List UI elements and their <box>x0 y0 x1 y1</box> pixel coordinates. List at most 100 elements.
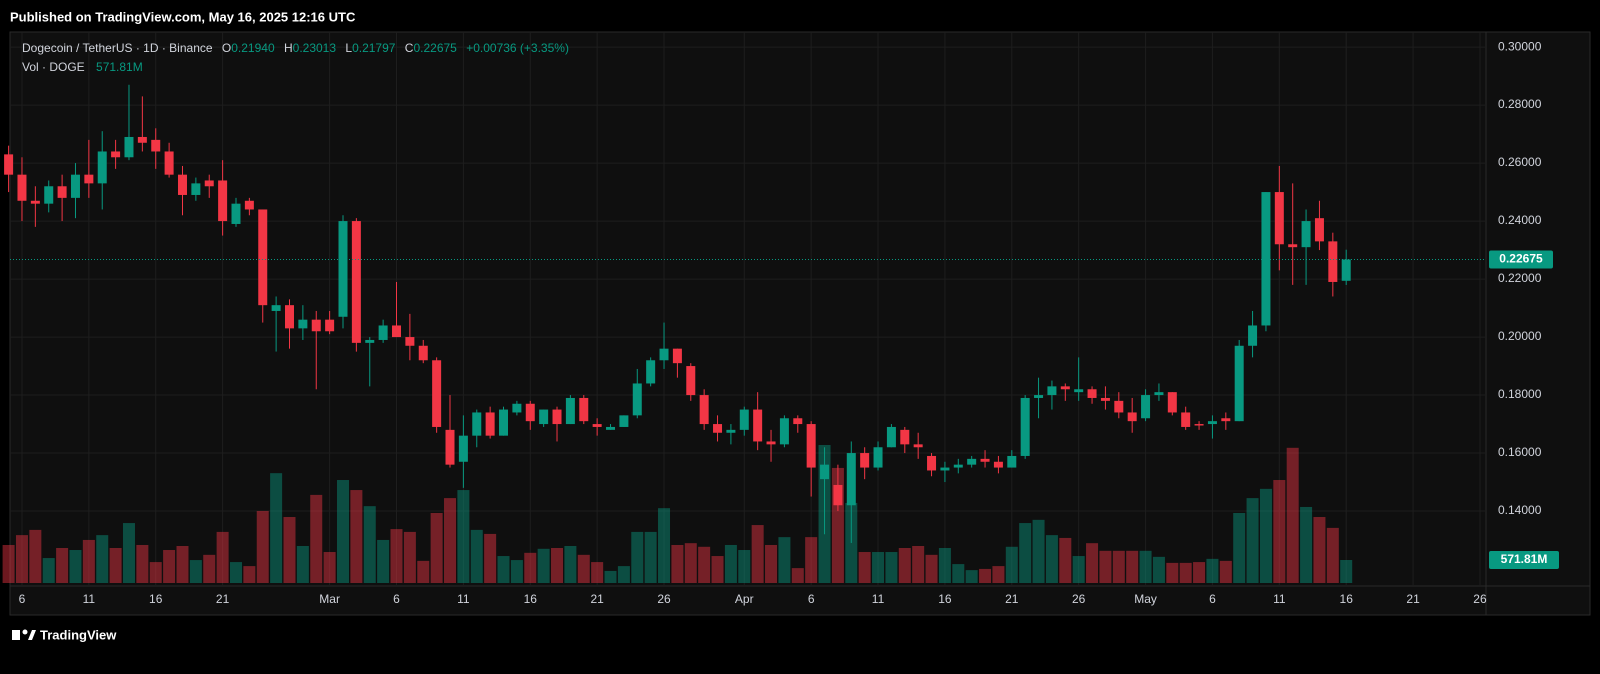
candle-body <box>57 186 67 198</box>
volume-bar <box>938 547 951 583</box>
candle-body <box>953 464 963 468</box>
volume-bar <box>470 529 483 583</box>
candle-body <box>726 429 736 433</box>
candle-body <box>1314 218 1324 242</box>
brand-name: TradingView <box>40 627 117 642</box>
candle-body <box>1100 397 1110 401</box>
y-tick-label: 0.26000 <box>1498 155 1542 169</box>
candle-body <box>472 412 482 436</box>
x-tick-label: 16 <box>938 592 952 606</box>
candle-body <box>686 366 696 396</box>
volume-bar <box>229 562 242 583</box>
candle-body <box>70 174 80 198</box>
y-tick-label: 0.18000 <box>1498 387 1542 401</box>
x-tick-label: Apr <box>735 592 754 606</box>
candle-body <box>1234 345 1244 422</box>
volume-bar <box>510 560 523 583</box>
x-tick-label: 6 <box>1209 592 1216 606</box>
candle-body <box>445 429 455 465</box>
candle-body <box>779 418 789 445</box>
candle-body <box>485 412 495 436</box>
volume-bar <box>1193 562 1206 583</box>
volume-bar <box>29 529 42 583</box>
volume-bar <box>952 564 965 583</box>
volume-bar <box>1019 523 1032 583</box>
low-value: 0.21797 <box>352 41 396 55</box>
volume-bar <box>805 537 818 583</box>
volume-bar <box>604 570 617 583</box>
volume-bar <box>885 552 898 583</box>
candle-body <box>1060 386 1070 390</box>
published-note: Published on TradingView.com, May 16, 20… <box>10 9 356 24</box>
candle-body <box>405 337 415 346</box>
candle-body <box>793 418 803 425</box>
x-tick-label: 11 <box>457 592 470 606</box>
volume-bar <box>1072 556 1085 583</box>
candle-body <box>284 305 294 329</box>
volume-bar <box>310 494 323 583</box>
candle-body <box>4 154 14 175</box>
volume-bar <box>778 537 791 583</box>
volume-bar <box>791 568 804 583</box>
volume-bar <box>1099 550 1112 583</box>
candle-body <box>1328 241 1338 282</box>
candle-body <box>1020 397 1030 456</box>
volume-bar <box>1045 535 1058 583</box>
volume-bar <box>96 535 109 583</box>
volume-bar <box>337 480 349 583</box>
candle-body <box>753 409 763 442</box>
volume-bar <box>390 529 403 583</box>
candle-body <box>820 464 830 480</box>
volume-bar <box>1086 543 1099 583</box>
x-tick-label: Mar <box>319 592 340 606</box>
candle-body <box>418 345 428 361</box>
volume-bar <box>631 531 644 583</box>
x-tick-label: 21 <box>590 592 604 606</box>
x-tick-label: May <box>1134 592 1157 606</box>
candle-body <box>672 348 682 364</box>
candle-body <box>1127 412 1137 422</box>
candle-body <box>1301 221 1311 248</box>
last-price-badge <box>1489 250 1553 269</box>
volume-legend: Vol · DOGE 571.81M <box>22 60 143 74</box>
candle-body <box>619 415 629 427</box>
candle-body <box>846 453 856 506</box>
candle-body <box>1194 424 1204 426</box>
candle-body <box>271 305 281 311</box>
volume-bar <box>270 473 283 583</box>
candle-body <box>632 383 642 416</box>
volume-bar <box>524 552 537 583</box>
volume-bar <box>671 544 684 583</box>
candle-body <box>30 200 40 204</box>
volume-bar <box>617 566 630 583</box>
volume-bar <box>216 531 229 583</box>
volume-value: 571.81M <box>96 60 143 74</box>
candle-body <box>860 453 870 468</box>
candle-body <box>1141 395 1151 419</box>
volume-bar <box>1206 558 1219 583</box>
candle-body <box>833 484 843 506</box>
volume-bar <box>1300 506 1313 583</box>
last-volume-badge <box>1489 550 1559 569</box>
volume-bar <box>403 531 416 583</box>
x-tick-label: 21 <box>1005 592 1019 606</box>
candle-body <box>351 221 361 343</box>
axis-layer: 0.14000 0.16000 0.18000 0.20000 0.22000 0.240… <box>10 39 1559 606</box>
volume-label: Vol · DOGE <box>22 60 85 74</box>
change-value: +0.00736 (+3.35%) <box>466 41 569 55</box>
candle-body <box>1034 395 1044 398</box>
symbol: Dogecoin / TetherUS · 1D · Binance <box>22 41 213 55</box>
volume-bar <box>751 525 764 583</box>
x-tick-label: 26 <box>1473 592 1487 606</box>
volume-bar <box>296 545 309 583</box>
candle-body <box>713 424 723 433</box>
volume-bar <box>965 570 978 583</box>
candle-body <box>151 139 161 152</box>
symbol-legend: Dogecoin / TetherUS · 1D · Binance O0.21… <box>22 41 569 55</box>
volume-bar <box>377 539 390 583</box>
volume-bar <box>1139 550 1152 583</box>
volume-bar <box>82 539 95 583</box>
candle-body <box>913 444 923 448</box>
candle-body <box>1114 400 1124 413</box>
volume-bar <box>1313 517 1326 583</box>
